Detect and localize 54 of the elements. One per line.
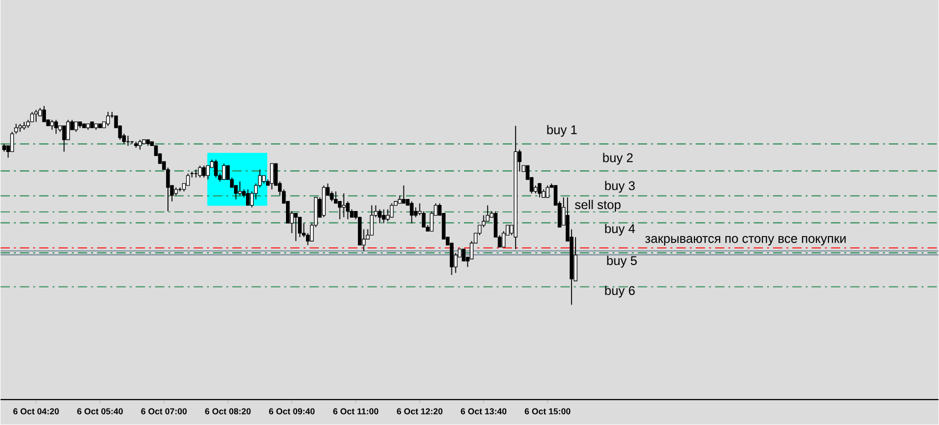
candlestick	[214, 159, 218, 178]
x-tick-label: 6 Oct 04:20	[13, 408, 59, 415]
candlestick	[42, 106, 46, 122]
candlestick	[2, 143, 6, 152]
candlestick	[106, 112, 110, 127]
candlestick	[486, 205, 490, 222]
candlestick	[334, 191, 338, 204]
candlestick	[174, 187, 178, 196]
candlestick	[194, 169, 198, 178]
text: buy 3	[605, 181, 635, 193]
candlestick	[94, 124, 98, 130]
x-tick-label: 6 Oct 08:20	[205, 408, 251, 415]
candlestick	[382, 209, 386, 224]
candlestick	[238, 181, 242, 196]
candlestick	[410, 201, 414, 224]
candlestick	[74, 122, 78, 132]
candlestick	[50, 120, 54, 130]
candlestick	[18, 124, 22, 132]
candlestick	[330, 191, 334, 202]
candlestick	[246, 189, 250, 206]
text: buy 5	[607, 256, 637, 268]
candlestick	[34, 110, 38, 123]
candlestick	[342, 193, 346, 218]
candlestick	[270, 163, 274, 190]
annotation: sell stop	[575, 200, 621, 212]
x-tick-label: 6 Oct 13:40	[460, 408, 506, 415]
text: buy 2	[603, 153, 633, 165]
candlestick	[22, 122, 26, 130]
candlestick	[514, 126, 518, 250]
x-tick-label: 6 Oct 11:00	[333, 408, 378, 415]
x-tick-label: 6 Oct 09:40	[269, 408, 315, 415]
x-tick-label: 6 Oct 15:00	[524, 408, 570, 415]
candlestick	[538, 183, 542, 198]
candlestick	[370, 205, 374, 236]
candlestick	[138, 140, 142, 150]
candlestick	[86, 124, 90, 130]
x-tick-label: 6 Oct 07:00	[141, 408, 187, 415]
candlestick	[414, 207, 418, 218]
candlestick	[134, 141, 138, 148]
candlestick	[322, 185, 326, 218]
text: buy 6	[605, 286, 635, 298]
annotation: buy 1	[547, 125, 577, 137]
candlestick	[54, 120, 58, 134]
x-tick-label: 6 Oct 05:40	[77, 408, 123, 415]
candlestick	[206, 165, 210, 180]
text: закрываются по стопу все покупки	[645, 236, 846, 246]
candlestick	[298, 217, 302, 238]
text: buy 4	[605, 224, 635, 236]
candlestick	[78, 122, 82, 129]
candlestick	[402, 185, 406, 204]
candlestick	[62, 126, 66, 152]
candlestick	[294, 213, 298, 242]
candlestick	[338, 201, 342, 220]
x-tick-label: 6 Oct 12:20	[396, 408, 442, 415]
